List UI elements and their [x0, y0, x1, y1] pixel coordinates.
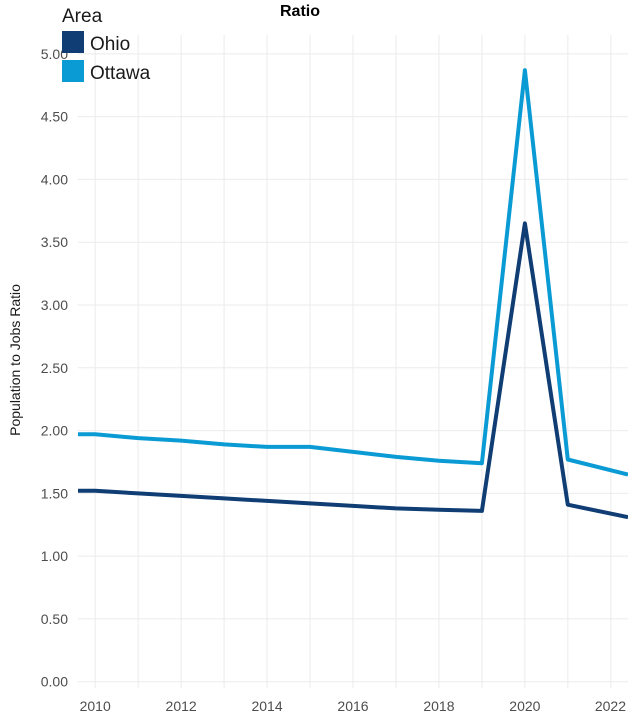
- y-axis-title: Population to Jobs Ratio: [7, 284, 23, 436]
- x-tick-label: 2020: [509, 698, 540, 714]
- series-line-ohio: [78, 221, 628, 520]
- y-tick-label: 1.00: [41, 548, 68, 564]
- legend-title: Area: [62, 6, 103, 27]
- chart-title: Ratio: [280, 3, 320, 20]
- y-tick-label: 2.50: [41, 360, 68, 376]
- y-tick-label: 0.50: [41, 611, 68, 627]
- grid: [78, 35, 628, 688]
- legend-key-ohio: [62, 31, 84, 53]
- legend: Area Ohio Ottawa: [62, 6, 151, 84]
- x-tick-label: 2010: [80, 698, 111, 714]
- y-axis-ticks: 0.00 0.50 1.00 1.50 2.00 2.50 3.00 3.50 4.00 4.50…: [41, 46, 68, 690]
- y-tick-label: 3.50: [41, 234, 68, 250]
- legend-label-ottawa: Ottawa: [90, 63, 151, 84]
- x-tick-label: 2018: [423, 698, 454, 714]
- legend-key-ottawa: [62, 60, 84, 82]
- x-tick-label: 2012: [166, 698, 197, 714]
- series-lines: [78, 68, 628, 520]
- x-axis-ticks: 2010 2012 2014 2016 2018 2020 2022: [80, 698, 627, 714]
- x-tick-label: 2016: [337, 698, 368, 714]
- y-tick-label: 1.50: [41, 485, 68, 501]
- y-tick-label: 2.00: [41, 423, 68, 439]
- series-line-ottawa: [78, 68, 628, 477]
- x-tick-label: 2014: [251, 698, 282, 714]
- y-tick-label: 4.00: [41, 171, 68, 187]
- x-tick-label: 2022: [595, 698, 626, 714]
- y-tick-label: 5.00: [41, 46, 68, 62]
- y-tick-label: 4.50: [41, 109, 68, 125]
- y-tick-label: 0.00: [41, 674, 68, 690]
- y-tick-label: 3.00: [41, 297, 68, 313]
- legend-label-ohio: Ohio: [90, 34, 130, 55]
